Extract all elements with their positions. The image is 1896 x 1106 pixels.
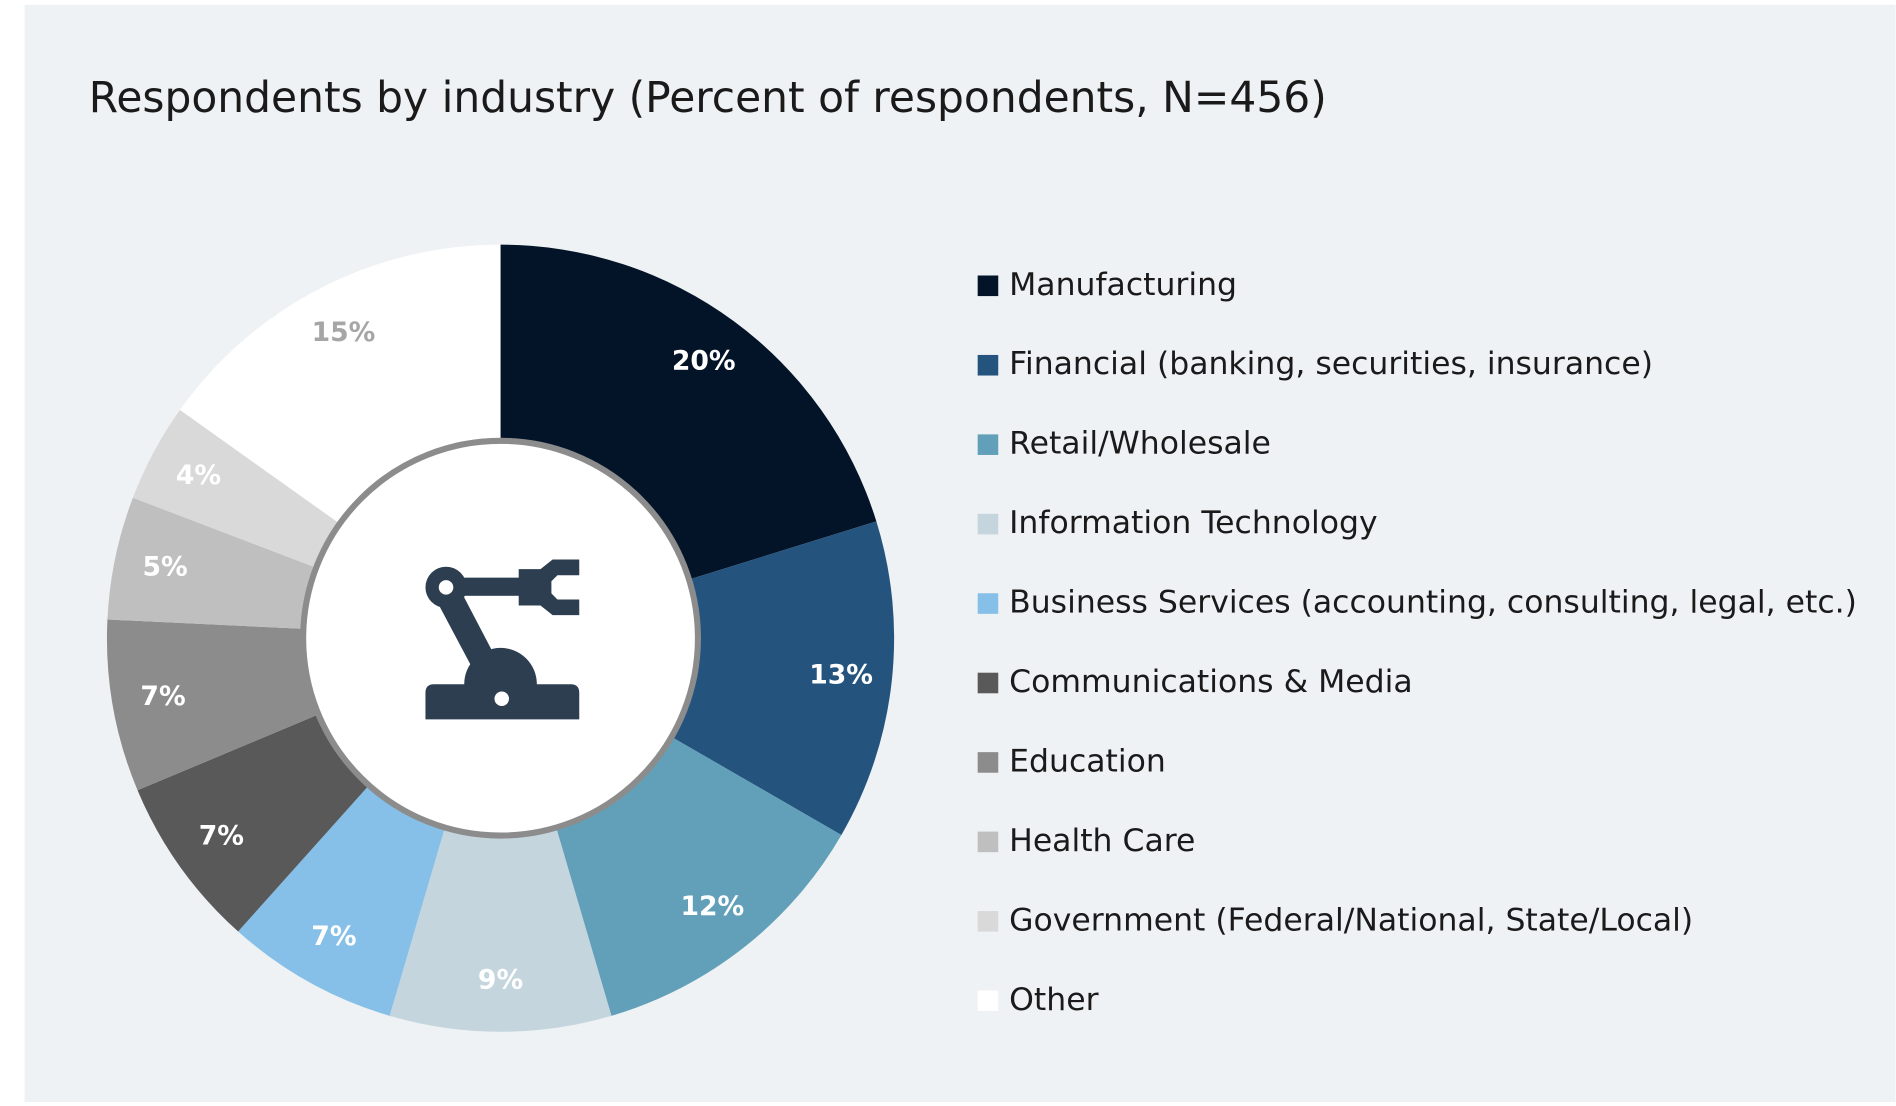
chart-title: Respondents by industry (Percent of resp… <box>89 73 1327 122</box>
legend-label: Manufacturing <box>1009 267 1237 303</box>
legend-label: Health Care <box>1009 823 1195 859</box>
legend-swatch <box>977 593 999 614</box>
legend-swatch <box>977 434 999 455</box>
slice <box>132 409 343 570</box>
legend-swatch <box>977 990 999 1012</box>
legend-swatch <box>977 513 999 535</box>
legend-swatch <box>977 911 999 932</box>
value-label: 7% <box>199 820 244 851</box>
slice <box>106 619 322 791</box>
value-label: 13% <box>809 660 873 691</box>
value-label: 15% <box>312 317 376 348</box>
legend-label: Information Technology <box>1009 505 1377 541</box>
donut-hole <box>300 437 701 839</box>
value-label: 7% <box>140 681 185 712</box>
legend-label: Business Services (accounting, consultin… <box>1009 585 1857 621</box>
value-label: 4% <box>176 460 221 491</box>
value-label: 20% <box>672 346 736 377</box>
legend-label: Government (Federal/National, State/Loca… <box>1009 902 1693 938</box>
legend-label: Financial (banking, securities, insuranc… <box>1009 346 1653 382</box>
legend-swatch <box>977 831 999 853</box>
slice <box>238 782 446 1016</box>
slice <box>555 735 842 1016</box>
legend: Manufacturing Financial (banking, securit… <box>977 267 1857 1018</box>
value-label: 12% <box>681 891 745 922</box>
value-label: 5% <box>142 552 187 583</box>
slice <box>389 824 612 1032</box>
legend-swatch <box>977 672 999 694</box>
legend-label: Education <box>1009 743 1166 779</box>
legend-swatch <box>977 354 999 376</box>
slice <box>668 521 895 835</box>
robot-icon <box>425 559 580 720</box>
value-label: 9% <box>478 964 523 995</box>
donut: 20% 13% 12% 9% 7% 7% 7% 5% 4% 15% <box>106 244 895 1032</box>
legend-swatch <box>977 275 999 297</box>
slice <box>137 713 372 932</box>
value-label: 7% <box>311 921 356 952</box>
legend-swatch <box>977 752 999 773</box>
legend-label: Retail/Wholesale <box>1009 426 1271 462</box>
slice <box>107 497 320 629</box>
legend-label: Communications & Media <box>1009 664 1412 700</box>
slice <box>500 244 877 581</box>
legend-label: Other <box>1009 982 1098 1018</box>
